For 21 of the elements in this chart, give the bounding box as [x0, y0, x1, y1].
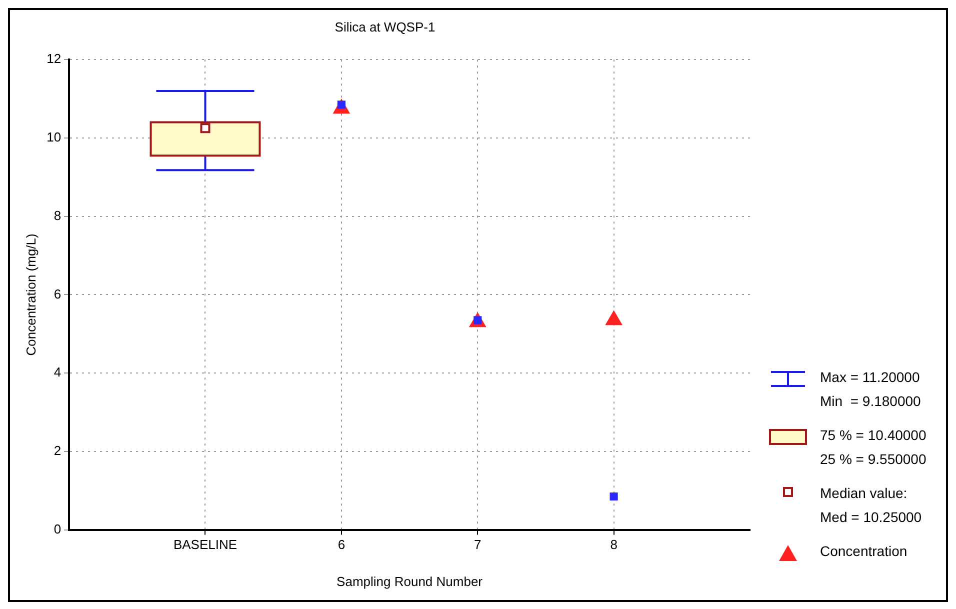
y-tick-label: 4 [54, 364, 62, 380]
x-tick-label: 6 [338, 537, 346, 552]
chart-title: Silica at WQSP-1 [334, 19, 436, 34]
text: 75 % = 10.40000 [820, 427, 926, 443]
y-tick-label: 12 [46, 51, 62, 66]
y-tick-label: 10 [46, 130, 62, 145]
y-axis-title: Concentration (mg/L) [23, 234, 38, 356]
y-tick-label: 2 [54, 443, 62, 458]
text: Min = 9.180000 [820, 393, 921, 409]
y-tick-label: 6 [54, 286, 62, 302]
text: Med = 10.25000 [820, 509, 922, 525]
x-axis-title: Sampling Round Number [336, 574, 484, 589]
y-tick-label: 0 [54, 521, 62, 536]
y-tick-label: 8 [54, 208, 62, 223]
text: Median value: [820, 485, 908, 501]
text: Max = 11.20000 [820, 369, 920, 385]
x-tick-label: 8 [610, 537, 618, 552]
x-tick-label: BASELINE [173, 537, 238, 552]
x-tick-label: 7 [474, 537, 482, 552]
legend-label: Concentration [820, 542, 908, 561]
text: 25 % = 9.550000 [820, 451, 926, 467]
